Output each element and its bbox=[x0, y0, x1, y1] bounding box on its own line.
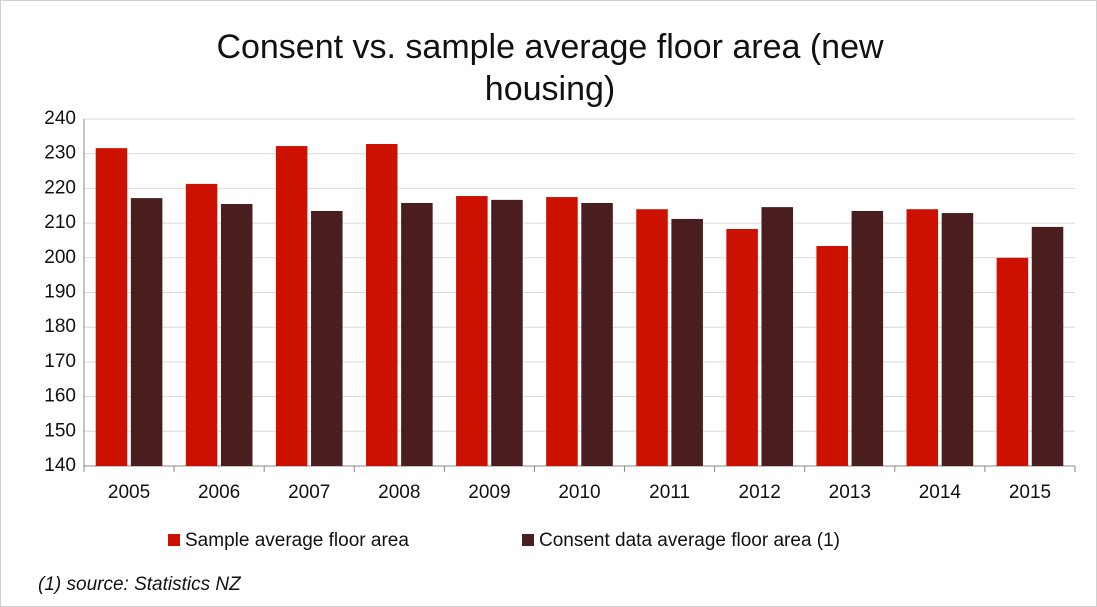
bar bbox=[941, 213, 974, 466]
y-tick-label: 230 bbox=[44, 143, 76, 164]
bar bbox=[220, 204, 253, 466]
y-tick-label: 190 bbox=[44, 282, 76, 303]
bar bbox=[456, 196, 488, 466]
x-tick-label: 2012 bbox=[739, 482, 781, 503]
y-tick-label: 150 bbox=[44, 420, 76, 441]
x-tick-label: 2014 bbox=[919, 482, 962, 503]
x-tick-label: 2005 bbox=[108, 482, 150, 503]
bar bbox=[95, 148, 128, 466]
y-tick-label: 200 bbox=[44, 247, 76, 268]
bar bbox=[761, 207, 794, 466]
bar bbox=[130, 198, 163, 466]
legend-label: Consent data average floor area (1) bbox=[539, 530, 840, 551]
bar bbox=[816, 246, 848, 466]
bar bbox=[311, 210, 343, 466]
bar bbox=[275, 146, 308, 467]
y-tick-label: 140 bbox=[44, 455, 76, 476]
bar bbox=[636, 209, 668, 466]
bar bbox=[671, 218, 703, 466]
x-tick-label: 2007 bbox=[288, 482, 330, 503]
bar bbox=[491, 199, 523, 466]
bar bbox=[185, 183, 218, 467]
x-tick-label: 2008 bbox=[378, 482, 420, 503]
x-tick-label: 2015 bbox=[1009, 482, 1051, 503]
bar bbox=[581, 202, 613, 466]
x-tick-label: 2009 bbox=[468, 482, 510, 503]
x-tick-label: 2011 bbox=[649, 482, 690, 503]
x-tick-label: 2013 bbox=[829, 482, 871, 503]
footnote: (1) source: Statistics NZ bbox=[38, 574, 241, 595]
bar bbox=[401, 202, 433, 466]
bar bbox=[1031, 226, 1064, 466]
y-tick-label: 170 bbox=[44, 351, 76, 372]
legend-swatch bbox=[168, 534, 180, 546]
x-tick-label: 2010 bbox=[558, 482, 600, 503]
bar bbox=[365, 143, 398, 466]
y-tick-label: 180 bbox=[44, 316, 76, 337]
bar bbox=[851, 210, 884, 466]
bar bbox=[906, 209, 939, 466]
y-tick-label: 210 bbox=[44, 212, 76, 233]
legend-label: Sample average floor area bbox=[185, 530, 409, 551]
legend-swatch bbox=[522, 534, 534, 546]
bar bbox=[546, 197, 578, 466]
chart-title: Consent vs. sample average floor area (n… bbox=[216, 28, 884, 108]
bar bbox=[996, 257, 1029, 466]
y-tick-label: 220 bbox=[44, 177, 76, 198]
bar bbox=[726, 228, 758, 466]
y-tick-label: 160 bbox=[44, 386, 76, 407]
x-tick-label: 2006 bbox=[198, 482, 240, 503]
y-tick-label: 240 bbox=[44, 108, 76, 129]
